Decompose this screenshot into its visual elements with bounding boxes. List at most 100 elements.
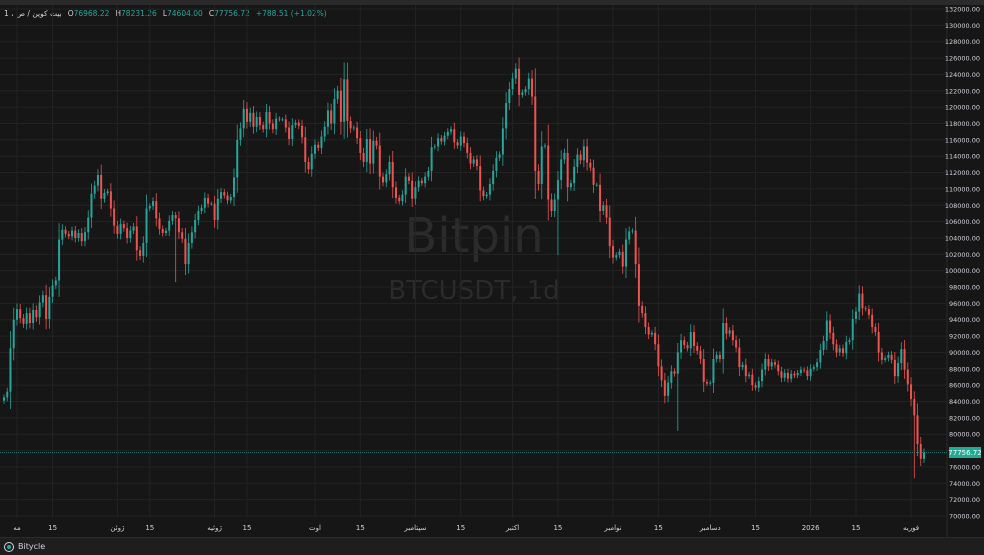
- x-tick-label: 15: [852, 524, 861, 532]
- candle-body: [365, 139, 368, 162]
- last-price-label: 77756.72: [948, 447, 982, 459]
- candle-body: [505, 103, 508, 129]
- candle-body: [388, 161, 391, 175]
- candlestick-chart[interactable]: 70000.0072000.0074000.0076000.0078000.00…: [0, 0, 984, 537]
- candle-body: [32, 309, 35, 324]
- x-tick-label: ژوئن: [110, 524, 125, 532]
- high-value: 78231.26: [121, 9, 157, 18]
- candle-body: [64, 229, 67, 234]
- candle-body: [223, 192, 226, 196]
- candle-body: [728, 330, 731, 334]
- candle-body: [670, 371, 673, 383]
- candle-body: [602, 205, 605, 211]
- candle-body: [621, 251, 624, 267]
- candle-body: [48, 296, 51, 319]
- x-tick-label: 15: [242, 524, 251, 532]
- open-value: 76968.22: [73, 9, 110, 18]
- candle-body: [271, 123, 274, 130]
- x-tick-label: 15: [751, 524, 760, 532]
- y-tick-label: 98000.00: [949, 284, 980, 292]
- candle-body: [90, 193, 93, 218]
- candle-body: [220, 192, 223, 199]
- candle-body: [550, 199, 553, 211]
- candle-body: [511, 78, 514, 90]
- candle-body: [864, 308, 867, 310]
- candle-body: [122, 224, 125, 229]
- candle-body: [443, 135, 446, 142]
- candle-body: [796, 372, 799, 376]
- symbol-label[interactable]: بیت کوین / ص ، 1: [4, 9, 62, 18]
- candle-body: [615, 255, 618, 258]
- candle-body: [634, 230, 637, 265]
- candle-body: [715, 354, 718, 359]
- candle-body: [718, 354, 721, 359]
- candle-body: [106, 191, 109, 193]
- footer-brand: Bitycle: [18, 542, 46, 551]
- candle-body: [825, 320, 828, 342]
- candle-body: [87, 217, 90, 233]
- candle-body: [916, 415, 919, 445]
- candle-body: [472, 159, 475, 164]
- high-label: H: [115, 9, 122, 18]
- y-tick-label: 126000.00: [945, 55, 980, 63]
- y-tick-label: 108000.00: [945, 202, 980, 210]
- candle-body: [822, 341, 825, 350]
- candle-body: [158, 218, 161, 229]
- candle-body: [858, 293, 861, 312]
- x-tick-label: مه: [13, 524, 21, 532]
- y-tick-label: 106000.00: [945, 218, 980, 226]
- candle-body: [900, 349, 903, 364]
- candle-body: [116, 225, 119, 234]
- x-tick-label: سپتامبر: [403, 524, 426, 532]
- bottom-bar: Bitycle: [0, 537, 984, 555]
- candle-body: [446, 131, 449, 136]
- candle-body: [242, 108, 245, 129]
- candle-body: [910, 384, 913, 400]
- candle-body: [663, 380, 666, 396]
- candle-body: [819, 349, 822, 363]
- candle-body: [356, 127, 359, 139]
- candle-body: [171, 215, 174, 221]
- candle-body: [462, 136, 466, 144]
- candle-body: [93, 185, 96, 194]
- candle-body: [145, 208, 148, 243]
- candle-body: [25, 313, 28, 324]
- candle-body: [809, 368, 812, 377]
- candle-body: [385, 174, 388, 183]
- candle-body: [498, 154, 501, 158]
- candle-body: [654, 332, 657, 345]
- y-tick-label: 96000.00: [949, 300, 980, 308]
- x-tick-label: 15: [48, 524, 57, 532]
- candle-body: [391, 161, 394, 188]
- candle-body: [313, 144, 316, 154]
- change-value: +788.51 (+1.02%): [255, 9, 327, 18]
- candle-body: [135, 226, 138, 251]
- y-tick-label: 102000.00: [945, 251, 980, 259]
- y-tick-label: 86000.00: [949, 382, 980, 390]
- candle-body: [479, 166, 482, 191]
- candle-body: [453, 129, 456, 143]
- candle-body: [524, 89, 527, 93]
- x-tick-label: 15: [456, 524, 465, 532]
- candle-body: [161, 228, 164, 234]
- candle-body: [783, 372, 786, 378]
- candle-body: [540, 146, 543, 184]
- candle-body: [404, 176, 407, 195]
- candle-body: [845, 341, 848, 354]
- y-tick-label: 122000.00: [945, 87, 980, 95]
- candle-body: [644, 313, 647, 328]
- candle-body: [152, 201, 155, 207]
- y-tick-label: 114000.00: [945, 153, 980, 161]
- y-tick-label: 94000.00: [949, 316, 980, 324]
- candle-body: [702, 358, 705, 382]
- candle-body: [304, 137, 307, 162]
- candle-body: [884, 358, 887, 360]
- candle-body: [12, 319, 15, 349]
- candle-body: [599, 184, 602, 211]
- candle-body: [369, 139, 372, 164]
- y-tick-label: 104000.00: [945, 234, 980, 242]
- candle-body: [281, 119, 284, 121]
- candle-body: [556, 179, 559, 200]
- candle-body: [531, 78, 534, 97]
- candle-body: [877, 332, 880, 353]
